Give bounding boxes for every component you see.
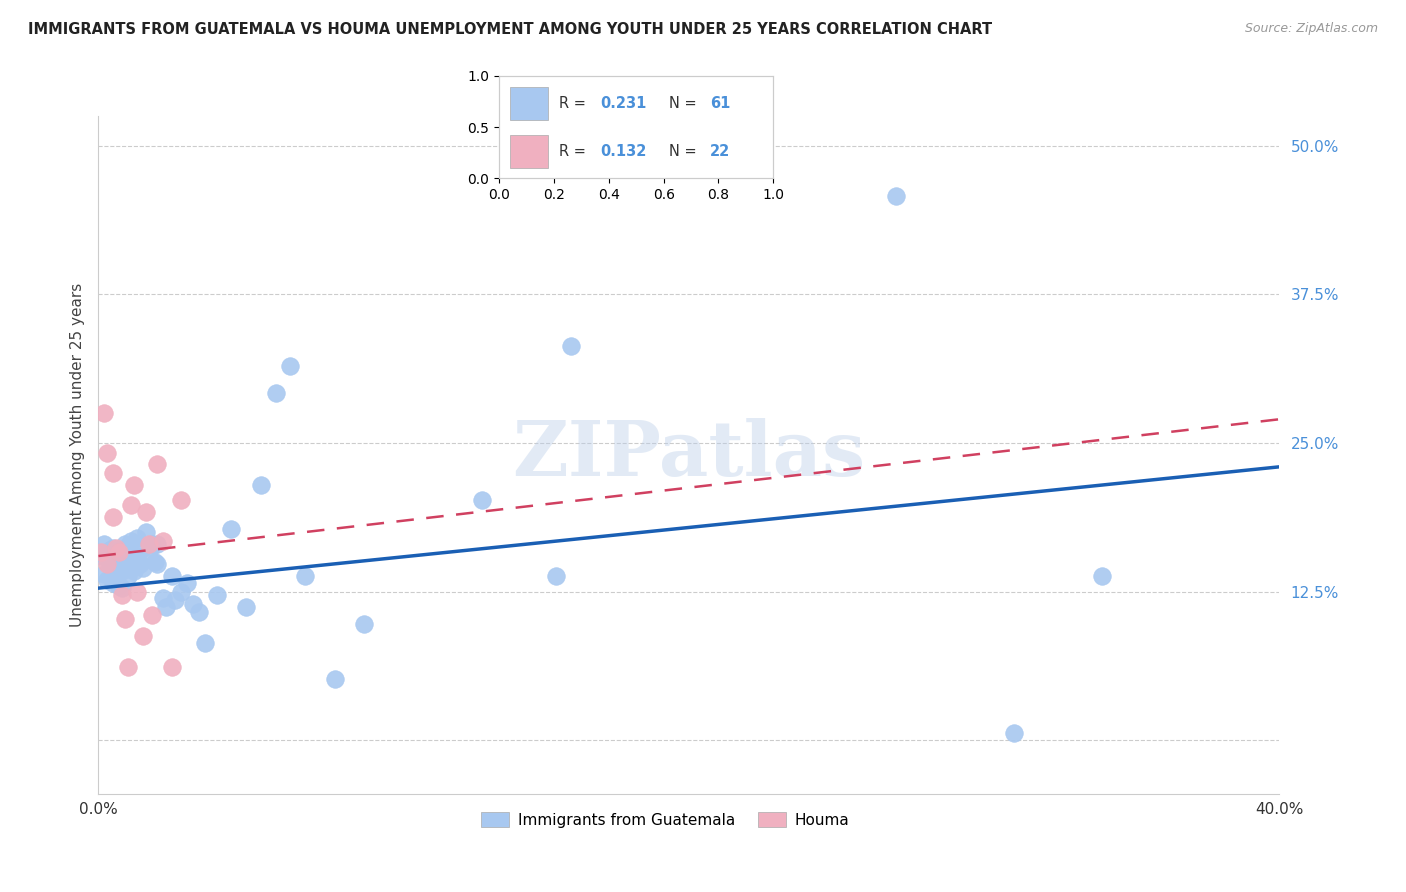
Point [120, 549, 142, 563]
Point [294, 569, 316, 583]
Legend: Immigrants from Guatemala, Houma: Immigrants from Guatemala, Houma [475, 805, 856, 834]
Point [162, 659, 183, 673]
Point [471, 493, 494, 508]
Point [170, 493, 193, 508]
Point [108, 579, 131, 593]
Point [353, 616, 375, 631]
Point [122, 565, 145, 579]
Point [105, 545, 128, 559]
Point [117, 540, 139, 554]
Point [108, 561, 131, 575]
Point [138, 537, 160, 551]
Point [132, 561, 155, 575]
Point [132, 629, 155, 643]
Point [146, 458, 169, 472]
FancyBboxPatch shape [510, 136, 548, 168]
Point [105, 541, 128, 555]
Point [125, 531, 148, 545]
Point [250, 477, 273, 491]
Point [114, 552, 136, 566]
Text: N =: N = [669, 96, 702, 111]
Point [93, 537, 115, 551]
Point [135, 525, 157, 540]
Point [93, 406, 115, 420]
Point [105, 561, 128, 575]
Point [135, 505, 157, 519]
Point [132, 541, 155, 555]
Y-axis label: Unemployment Among Youth under 25 years: Unemployment Among Youth under 25 years [69, 283, 84, 627]
Point [128, 558, 150, 572]
Point [96, 573, 118, 587]
Point [176, 576, 198, 591]
Point [143, 555, 166, 569]
Point [103, 558, 125, 572]
Point [181, 597, 204, 611]
Text: Source: ZipAtlas.com: Source: ZipAtlas.com [1244, 22, 1378, 36]
Point [111, 565, 134, 579]
Point [170, 584, 193, 599]
Text: 0.231: 0.231 [600, 96, 647, 111]
Point [96, 558, 118, 572]
FancyBboxPatch shape [510, 87, 548, 120]
Text: ZIPatlas: ZIPatlas [512, 418, 866, 491]
Point [117, 659, 139, 673]
Point [114, 537, 136, 551]
Text: R =: R = [560, 96, 591, 111]
Point [560, 338, 582, 352]
Point [114, 612, 136, 626]
Point [125, 549, 148, 563]
Point [93, 566, 115, 581]
Text: R =: R = [560, 145, 591, 160]
Point [264, 386, 287, 401]
Text: 0.132: 0.132 [600, 145, 647, 160]
Point [1002, 726, 1025, 740]
Point [117, 555, 139, 569]
Point [111, 588, 134, 602]
Point [117, 569, 139, 583]
Point [141, 537, 163, 551]
Point [120, 498, 142, 512]
Point [221, 522, 243, 536]
Point [146, 537, 169, 551]
Point [90, 545, 112, 559]
Text: N =: N = [669, 145, 702, 160]
Point [187, 605, 209, 619]
Point [108, 543, 131, 558]
Point [162, 569, 183, 583]
Point [98, 543, 121, 558]
Point [96, 445, 118, 459]
Point [280, 359, 302, 373]
Point [103, 466, 125, 480]
Point [141, 608, 163, 623]
Point [125, 584, 148, 599]
Point [235, 600, 257, 615]
Point [152, 533, 174, 548]
Point [96, 545, 118, 559]
Point [323, 672, 346, 686]
Point [120, 533, 142, 548]
Point [103, 509, 125, 524]
Text: IMMIGRANTS FROM GUATEMALA VS HOUMA UNEMPLOYMENT AMONG YOUTH UNDER 25 YEARS CORRE: IMMIGRANTS FROM GUATEMALA VS HOUMA UNEMP… [28, 22, 993, 37]
Point [103, 541, 125, 555]
Point [146, 558, 169, 572]
Point [111, 581, 134, 595]
Point [165, 593, 187, 607]
Point [103, 576, 125, 591]
Point [194, 636, 217, 650]
Text: 61: 61 [710, 96, 731, 111]
Point [205, 588, 228, 602]
Point [1091, 569, 1114, 583]
Point [155, 600, 177, 615]
Point [152, 591, 174, 605]
Point [90, 549, 112, 563]
Point [98, 558, 121, 572]
Point [138, 545, 160, 559]
Point [111, 545, 134, 559]
Point [884, 188, 907, 202]
Text: 22: 22 [710, 145, 731, 160]
Point [108, 545, 131, 559]
Point [122, 477, 145, 491]
Point [546, 569, 568, 583]
